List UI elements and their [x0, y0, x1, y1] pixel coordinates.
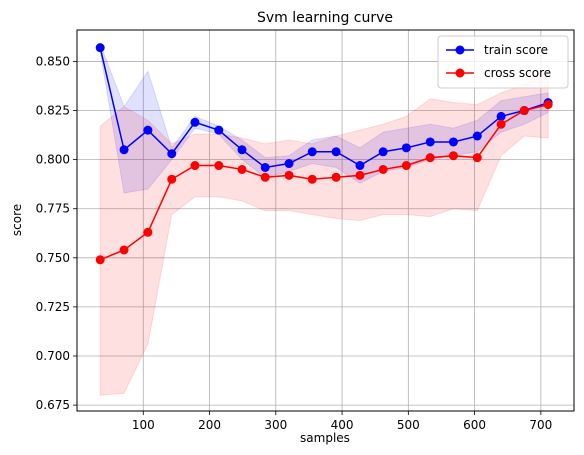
legend-marker-train-score: [455, 45, 465, 55]
point-train-score: [425, 137, 435, 147]
point-cross-score: [378, 164, 388, 174]
point-train-score: [260, 162, 270, 172]
y-tick-label: 0.725: [36, 300, 70, 314]
x-tick-label: 600: [463, 418, 486, 432]
point-cross-score: [331, 172, 341, 182]
legend-label-train-score: train score: [484, 43, 548, 57]
point-cross-score: [472, 153, 482, 163]
x-axis-label: samples: [300, 431, 350, 445]
y-tick-label: 0.800: [36, 153, 70, 167]
point-cross-score: [284, 170, 294, 180]
point-train-score: [167, 149, 177, 159]
point-train-score: [496, 111, 506, 121]
y-tick-label: 0.675: [36, 398, 70, 412]
point-train-score: [95, 43, 105, 53]
point-cross-score: [307, 174, 317, 184]
point-train-score: [378, 147, 388, 157]
legend-box: [437, 35, 569, 89]
point-train-score: [355, 161, 365, 171]
legend-marker-cross-score: [455, 68, 465, 78]
chart-title: Svm learning curve: [257, 10, 393, 26]
x-tick-label: 200: [198, 418, 221, 432]
point-train-score: [237, 145, 247, 155]
y-tick-label: 0.825: [36, 104, 70, 118]
band-train-score: [99, 43, 549, 194]
point-train-score: [448, 137, 458, 147]
grid-lines: [77, 30, 574, 411]
point-train-score: [284, 159, 294, 169]
y-tick-label: 0.700: [36, 349, 70, 363]
point-train-score: [214, 125, 224, 135]
x-tick-label: 400: [331, 418, 354, 432]
legend-label-cross-score: cross score: [484, 66, 551, 80]
point-cross-score: [167, 174, 177, 184]
point-cross-score: [143, 227, 153, 237]
point-cross-score: [519, 106, 529, 116]
point-cross-score: [237, 164, 247, 174]
x-tick-label: 700: [529, 418, 552, 432]
confidence-bands: [99, 43, 549, 396]
y-axis-ticks: 0.675 0.700 0.725 0.750 0.775 0.800 0.825 0.850: [36, 54, 77, 412]
point-train-score: [472, 131, 482, 141]
point-train-score: [307, 147, 317, 157]
x-tick-label: 500: [397, 418, 420, 432]
point-cross-score: [448, 151, 458, 161]
point-cross-score: [190, 161, 200, 171]
point-cross-score: [95, 255, 105, 265]
point-train-score: [401, 143, 411, 153]
point-train-score: [119, 145, 129, 155]
point-cross-score: [260, 172, 270, 182]
point-train-score: [143, 125, 153, 135]
y-tick-label: 0.850: [36, 54, 70, 68]
y-tick-label: 0.750: [36, 251, 70, 265]
point-cross-score: [401, 161, 411, 171]
series-points: [95, 43, 553, 265]
point-cross-score: [214, 161, 224, 171]
legend: train score cross score: [437, 35, 569, 89]
x-axis-ticks: 100 200 300 400 500 600 700: [132, 411, 552, 432]
band-cross-score: [99, 70, 549, 396]
point-cross-score: [425, 153, 435, 163]
point-cross-score: [119, 245, 129, 255]
plot-frame: [76, 29, 575, 412]
y-tick-label: 0.775: [36, 202, 70, 216]
x-tick-label: 300: [264, 418, 287, 432]
point-cross-score: [355, 170, 365, 180]
point-cross-score: [496, 119, 506, 129]
point-cross-score: [543, 100, 553, 110]
y-axis-label: score: [10, 204, 24, 236]
point-train-score: [190, 117, 200, 127]
x-tick-label: 100: [132, 418, 155, 432]
point-train-score: [331, 147, 341, 157]
